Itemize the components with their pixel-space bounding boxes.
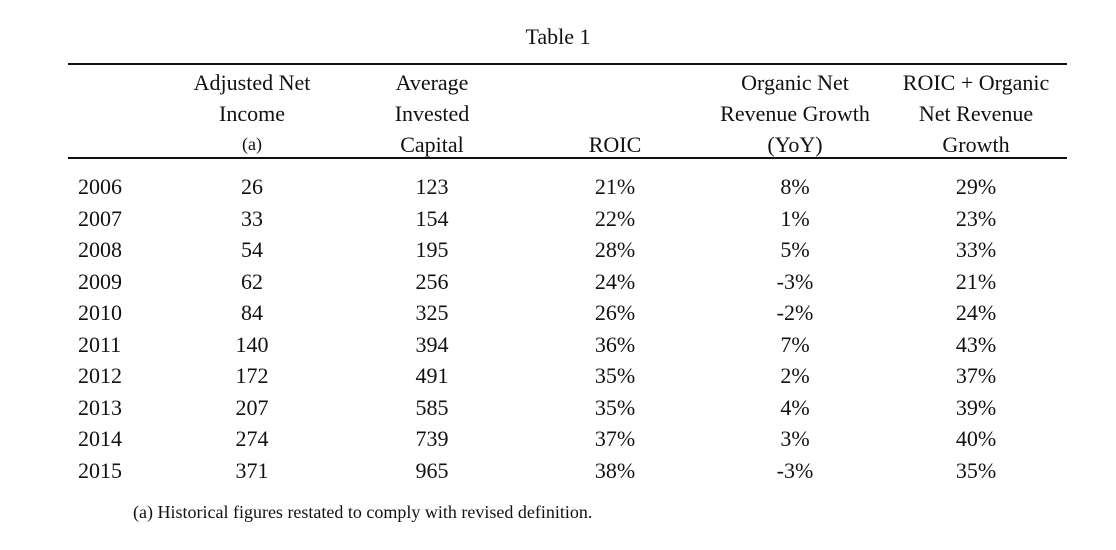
table-footnote: (a) Historical figures restated to compl…	[133, 502, 593, 522]
year-cell: 2015	[78, 457, 122, 483]
organic-growth-cell: 2%	[780, 363, 810, 388]
roic-cell: 24%	[594, 268, 636, 294]
roic-cell: 38%	[594, 457, 636, 483]
year-cell: 2010	[78, 300, 122, 325]
header-line: (YoY)	[767, 132, 823, 157]
table-row: 2008 54 195 28% 5% 33%	[0, 234, 1116, 265]
table-row: 2010 84 325 26% -2% 24%	[0, 297, 1116, 328]
organic-growth-cell: 3%	[780, 426, 810, 451]
average-invested-capital-cell: 154	[415, 205, 449, 231]
header-line: Adjusted Net	[193, 70, 311, 95]
column-header-organic-net-revenue-growth: Organic Net Revenue Growth (YoY)	[700, 67, 890, 160]
header-line: ROIC + Organic	[902, 70, 1050, 95]
adjusted-net-income-cell: 371	[235, 457, 269, 483]
organic-growth-cell: 4%	[780, 394, 810, 420]
header-line: (a)	[242, 134, 262, 154]
roic-plus-growth-cell: 37%	[955, 363, 997, 388]
year-cell: 2007	[78, 205, 122, 231]
roic-plus-growth-cell: 35%	[955, 457, 997, 483]
roic-plus-growth-cell: 29%	[955, 174, 997, 199]
average-invested-capital-cell: 394	[415, 331, 449, 357]
year-cell: 2011	[78, 331, 122, 357]
adjusted-net-income-cell: 33	[241, 205, 263, 231]
roic-plus-growth-cell: 23%	[955, 205, 997, 231]
average-invested-capital-cell: 965	[415, 457, 449, 483]
column-header-roic: ROIC	[555, 67, 675, 160]
roic-cell: 21%	[594, 174, 636, 199]
top-rule	[68, 63, 1067, 65]
year-cell: 2008	[78, 237, 122, 262]
roic-cell: 35%	[594, 363, 636, 388]
header-line: Average	[395, 70, 469, 95]
adjusted-net-income-cell: 274	[235, 426, 269, 451]
column-header-roic-plus-organic-growth: ROIC + Organic Net Revenue Growth	[890, 67, 1062, 160]
organic-growth-cell: 5%	[780, 237, 810, 262]
average-invested-capital-cell: 195	[415, 237, 449, 262]
table-row: 2015 371 965 38% -3% 35%	[0, 455, 1116, 486]
organic-growth-cell: -3%	[776, 457, 814, 483]
roic-plus-growth-cell: 21%	[955, 268, 997, 294]
roic-cell: 37%	[594, 426, 636, 451]
adjusted-net-income-cell: 62	[241, 268, 263, 294]
average-invested-capital-cell: 123	[415, 174, 449, 199]
table-row: 2009 62 256 24% -3% 21%	[0, 266, 1116, 297]
header-line: Growth	[942, 132, 1010, 157]
average-invested-capital-cell: 491	[415, 363, 449, 388]
organic-growth-cell: 8%	[780, 174, 810, 199]
year-cell: 2009	[78, 268, 122, 294]
roic-plus-growth-cell: 33%	[955, 237, 997, 262]
table-row: 2007 33 154 22% 1% 23%	[0, 203, 1116, 234]
header-line	[555, 98, 675, 129]
roic-cell: 35%	[594, 394, 636, 420]
year-cell: 2012	[78, 363, 122, 388]
header-rule	[68, 157, 1067, 159]
roic-cell: 22%	[594, 205, 636, 231]
organic-growth-cell: 7%	[780, 331, 810, 357]
roic-plus-growth-cell: 40%	[955, 426, 997, 451]
table-row: 2014 274 739 37% 3% 40%	[0, 423, 1116, 454]
header-line	[555, 67, 675, 98]
roic-cell: 26%	[594, 300, 636, 325]
adjusted-net-income-cell: 54	[241, 237, 263, 262]
header-line: Net Revenue	[918, 101, 1034, 126]
year-cell: 2014	[78, 426, 122, 451]
average-invested-capital-cell: 585	[415, 394, 449, 420]
adjusted-net-income-cell: 207	[235, 394, 269, 420]
roic-cell: 36%	[594, 331, 636, 357]
table-row: 2006 26 123 21% 8% 29%	[0, 171, 1116, 202]
roic-plus-growth-cell: 24%	[955, 300, 997, 325]
header-line: ROIC	[588, 132, 642, 157]
organic-growth-cell: -2%	[776, 300, 814, 325]
year-cell: 2006	[78, 174, 122, 199]
header-line: Capital	[400, 132, 464, 157]
roic-plus-growth-cell: 39%	[955, 394, 997, 420]
adjusted-net-income-cell: 172	[235, 363, 269, 388]
average-invested-capital-cell: 325	[415, 300, 449, 325]
column-header-average-invested-capital: Average Invested Capital	[357, 67, 507, 160]
header-line: Revenue Growth	[720, 101, 870, 126]
adjusted-net-income-cell: 26	[241, 174, 263, 199]
table-row: 2013 207 585 35% 4% 39%	[0, 392, 1116, 423]
year-cell: 2013	[78, 394, 122, 420]
roic-plus-growth-cell: 43%	[955, 331, 997, 357]
adjusted-net-income-cell: 84	[241, 300, 263, 325]
adjusted-net-income-cell: 140	[235, 331, 269, 357]
organic-growth-cell: 1%	[780, 205, 810, 231]
table-title: Table 1	[525, 24, 591, 49]
column-header-adjusted-net-income: Adjusted Net Income (a)	[172, 67, 332, 160]
table-row: 2011 140 394 36% 7% 43%	[0, 329, 1116, 360]
roic-cell: 28%	[594, 237, 636, 262]
average-invested-capital-cell: 256	[415, 268, 449, 294]
organic-growth-cell: -3%	[776, 268, 814, 294]
header-line: Invested	[394, 101, 470, 126]
table-row: 2012 172 491 35% 2% 37%	[0, 360, 1116, 391]
average-invested-capital-cell: 739	[415, 426, 449, 451]
header-line: Income	[219, 101, 285, 126]
header-line: Organic Net	[741, 70, 849, 95]
